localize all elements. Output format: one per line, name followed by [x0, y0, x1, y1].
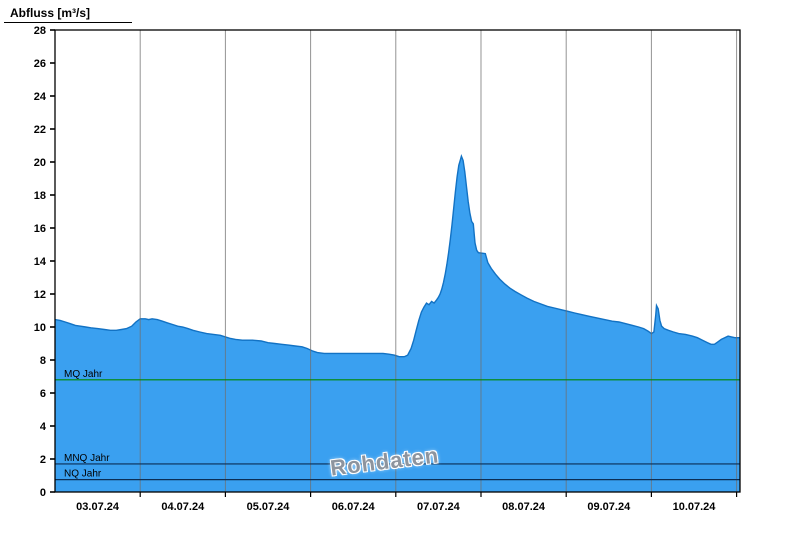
y-tick-label: 14 [34, 256, 47, 268]
x-tick-label: 08.07.24 [502, 501, 546, 513]
title-underline-rule [4, 22, 132, 23]
y-tick-label: 16 [34, 223, 46, 235]
x-tick-label: 03.07.24 [76, 501, 120, 513]
x-tick-label: 04.07.24 [161, 501, 205, 513]
y-tick-label: 0 [40, 487, 46, 499]
discharge-area [55, 156, 740, 492]
x-tick-label: 07.07.24 [417, 501, 461, 513]
y-tick-label: 10 [34, 322, 46, 334]
y-tick-label: 2 [40, 454, 46, 466]
y-tick-label: 20 [34, 157, 46, 169]
reference-label-mq: MQ Jahr [64, 369, 103, 380]
y-tick-label: 28 [34, 25, 46, 37]
reference-label-mnq: MNQ Jahr [64, 453, 110, 464]
y-tick-label: 4 [40, 421, 47, 433]
x-tick-label: 05.07.24 [247, 501, 291, 513]
y-tick-label: 8 [40, 355, 46, 367]
y-tick-label: 26 [34, 58, 46, 70]
y-tick-label: 24 [34, 91, 47, 103]
y-tick-label: 22 [34, 124, 46, 136]
plot-border [54, 29, 741, 493]
y-tick-label: 6 [40, 388, 46, 400]
x-tick-label: 06.07.24 [332, 501, 376, 513]
y-tick-label: 18 [34, 190, 46, 202]
x-tick-label: 10.07.24 [673, 501, 717, 513]
chart-title: Abfluss [m³/s] [10, 6, 91, 20]
y-tick-label: 12 [34, 289, 46, 301]
reference-label-nq: NQ Jahr [64, 469, 102, 480]
x-tick-label: 09.07.24 [587, 501, 631, 513]
